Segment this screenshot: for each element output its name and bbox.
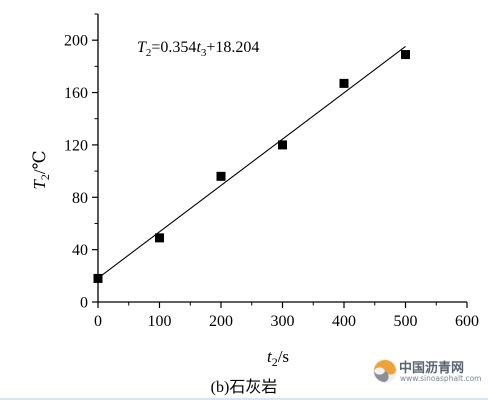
figure-caption: (b)石灰岩 [210,379,278,396]
fit-line-group [97,46,406,279]
data-point [278,140,287,150]
watermark-name: 中国沥青网 [399,361,465,376]
x-tick-label: 100 [148,313,172,330]
ticks: 0 100 200 300 400 500 600 0 40 80 120 160 200 [64,13,479,330]
fit-line [97,46,406,279]
y-tick-label: 200 [64,33,88,50]
sinoasphalt-logo-icon [373,359,397,383]
data-point [216,171,226,181]
data-point [339,78,349,88]
y-tick-label: 160 [64,85,88,102]
bottom-divider [0,398,488,400]
y-tick-label: 40 [72,242,88,259]
axes [97,14,467,303]
equation-label: T2=0.354t3+18.204 [137,39,259,59]
x-tick-label: 500 [394,313,418,330]
data-point [93,273,103,283]
y-tick-label: 120 [64,137,88,154]
y-tick-label: 0 [80,295,88,312]
data-point [155,233,164,243]
data-point [401,50,410,60]
x-axis-title: t2/s [267,347,289,369]
y-tick-label: 80 [72,190,88,207]
x-tick-label: 200 [209,313,233,330]
x-tick-label: 0 [94,313,102,330]
x-tick-label: 600 [455,313,479,330]
x-tick-label: 300 [271,313,295,330]
y-axis-title: T2/℃ [30,150,52,189]
watermark-url: www.sinoasphalt.com [400,374,482,383]
x-tick-label: 400 [332,313,356,330]
site-watermark: 中国沥青网 www.sinoasphalt.com [372,357,484,387]
data-points [93,50,410,283]
